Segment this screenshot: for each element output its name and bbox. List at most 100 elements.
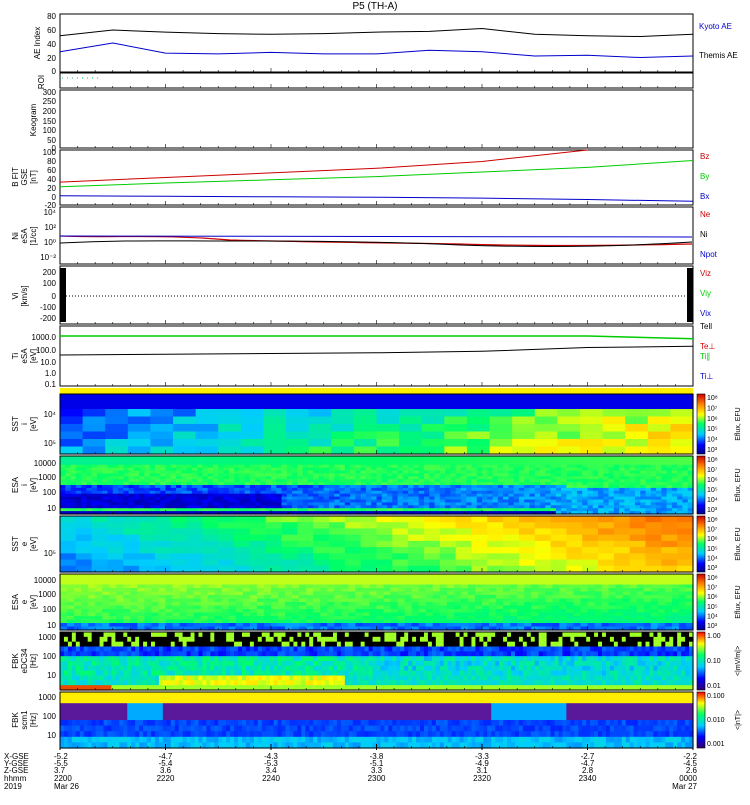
esa-i-ylabel-1: ESA (11, 476, 20, 493)
sst-e-panel: SST e [eV] 10⁵ (11, 516, 694, 573)
colorbar-tick: 10³ (707, 623, 718, 630)
bx-line (60, 196, 693, 202)
fbk2-ylabel-2: scm1 (20, 710, 29, 730)
colorbar (697, 692, 705, 748)
colorbar-tick: 10⁷ (707, 527, 718, 534)
esa-i-tick: 10000 (34, 459, 57, 468)
x-tick-label-hhmm: 2240 (262, 774, 280, 783)
legend-by: By (700, 172, 709, 181)
bz-line (60, 150, 588, 182)
roi-panel: ROI (37, 73, 693, 89)
colorbar-tick: 10⁶ (707, 594, 718, 601)
colorbar (697, 516, 705, 572)
esa-e-tick: 10 (47, 621, 56, 630)
vi-tick: 0 (52, 292, 57, 301)
colorbar (697, 456, 705, 514)
sst-e-ylabel-2: e (20, 541, 29, 546)
fbk-scm1-panel: FBK scm1 [Hz] 1000 100 10 (11, 692, 694, 749)
legend-vix: Vix (700, 309, 711, 318)
colorbar-tick: 10⁴ (707, 613, 718, 620)
keo-tick-100: 100 (43, 126, 57, 135)
row-label-year: 2019 (4, 782, 22, 791)
kyoto-ae-line (60, 29, 693, 37)
te-perp-line (60, 336, 693, 339)
bfit-tick: 100 (43, 148, 57, 157)
bfit-tick: 20 (47, 184, 56, 193)
colorbar-tick: 10⁴ (707, 497, 718, 504)
keogram-panel: Keogram 300 250 200 150 100 50 0 (29, 88, 693, 153)
esa-e-ylabel-1: ESA (11, 593, 20, 610)
x-tick-label-date: Mar 27 (672, 782, 697, 791)
tell-line (60, 346, 693, 355)
themis-ae-line (60, 43, 693, 58)
colorbar-tick: 10⁶ (707, 416, 718, 423)
ae-tick-20: 20 (47, 54, 56, 63)
vi-tick: 100 (43, 279, 57, 288)
colorbar-tick: 10⁸ (707, 575, 718, 582)
x-tick-label-date: Mar 26 (54, 782, 79, 791)
roi-ylabel: ROI (37, 75, 46, 89)
sst-i-ylabel-1: SST (11, 416, 20, 432)
vi-tick: -200 (40, 314, 57, 323)
colorbar-tick: 10⁸ (707, 517, 718, 524)
yellow-strip (60, 388, 693, 394)
colorbar-tick: 10³ (707, 447, 718, 454)
ni-ylabel-3: [1/cc] (29, 226, 38, 245)
ti-tick: 100.0 (36, 346, 57, 355)
ni-tick: 10⁴ (44, 208, 57, 217)
sst-e-ylabel-1: SST (11, 536, 20, 552)
ti-tick: 1.0 (45, 369, 57, 378)
colorbar-tick: 10³ (707, 565, 718, 572)
colorbar-tick: 10⁶ (707, 536, 718, 543)
esa-i-tick: 100 (43, 488, 57, 497)
sst-e-tick: 10⁵ (44, 549, 56, 558)
by-line (60, 161, 693, 187)
colorbar-label: Eflux, EFU (735, 407, 742, 440)
vi-ylabel-1: Vi (11, 292, 20, 299)
colorbar-tick: 10⁸ (707, 457, 718, 464)
colorbar-tick: 0.010 (707, 717, 725, 724)
legend-themis-ae: Themis AE (699, 51, 738, 60)
legend-ne: Ne (700, 210, 711, 219)
esa-i-tick: 1000 (38, 473, 56, 482)
sst-i-ylabel-2: i (20, 423, 29, 425)
fbk1-tick: 1000 (38, 633, 56, 642)
vi-tick: -100 (40, 303, 57, 312)
fbk1-tick: 10 (47, 671, 56, 680)
colorbar-tick: 10⁵ (707, 604, 718, 611)
vi-tick: 200 (43, 268, 57, 277)
esa-i-tick: 10 (47, 504, 56, 513)
colorbar-tick: 10⁸ (707, 395, 718, 402)
legend-ti-par: Ti∥ (700, 352, 710, 361)
ni-tick: 10⁻² (40, 253, 56, 262)
colorbar-label: Eflux, EFU (735, 527, 742, 560)
ti-ylabel-2: eSA (20, 348, 29, 364)
sst-i-tick: 10⁵ (44, 439, 56, 448)
colorbar-tick: 10³ (707, 507, 718, 514)
x-tick-label-hhmm: 2340 (579, 774, 597, 783)
sst-i-ylabel-3: [eV] (29, 417, 38, 431)
keo-tick-200: 200 (43, 107, 57, 116)
bfit-ylabel-3: [nT] (29, 170, 38, 184)
esa-e-panel: ESA e [eV] 10000 1000 100 10 (11, 574, 694, 631)
x-tick-label-hhmm: 2300 (368, 774, 386, 783)
legend-bx: Bx (700, 192, 709, 201)
fbk2-ylabel-3: [Hz] (29, 713, 38, 727)
colorbar-tick: 10⁷ (707, 467, 718, 474)
legend-kyoto-ae: Kyoto AE (699, 22, 732, 31)
ni-tick: 10² (44, 223, 56, 232)
ni-line (60, 241, 692, 247)
fbk-edc34-panel: FBK eDC34 [Hz] 1000 100 10 (11, 632, 694, 691)
colorbar-tick: 10⁴ (707, 555, 718, 562)
bfit-tick: 40 (47, 175, 56, 184)
esa-i-panel: ESA i [eV] 10000 1000 100 10 (11, 456, 694, 515)
keo-tick-250: 250 (43, 97, 57, 106)
legend-ti-perp: Ti⊥ (700, 372, 713, 381)
ti-tick: 1000.0 (32, 333, 57, 342)
colorbar-tick: 10⁶ (707, 477, 718, 484)
legend-te-perp: Te⊥ (700, 342, 715, 351)
colorbar-tick: 10⁵ (707, 426, 718, 433)
x-tick-label-hhmm: 2320 (473, 774, 491, 783)
ae-panel: AE Index 80 60 40 20 0 Kyoto AE Themis A… (33, 12, 738, 76)
fbk2-tick: 1000 (38, 693, 56, 702)
